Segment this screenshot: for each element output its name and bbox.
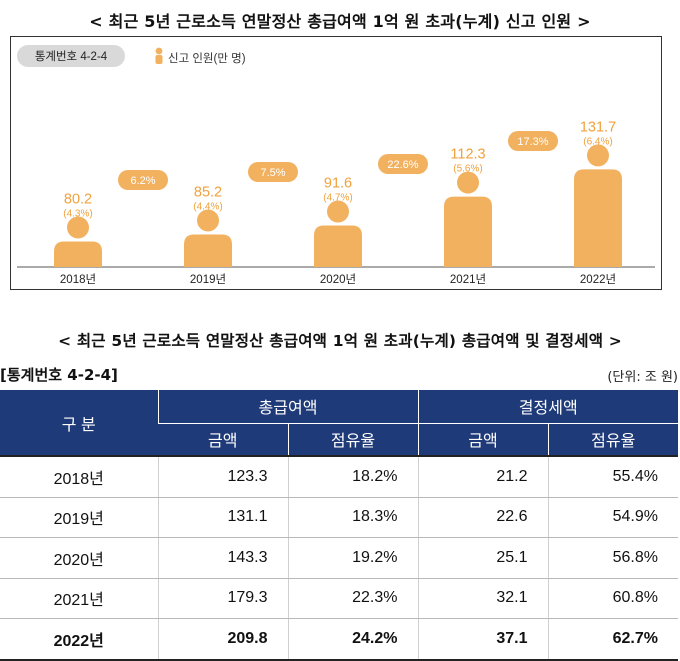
cell: 209.8 [157,618,288,661]
cell: 56.8% [547,537,678,579]
growth-label: 17.3% [517,136,548,148]
chart-panel: 통계번호 4-2-4 신고 인원(만 명) 80.2 (4.3%) 2018년 85.… [10,36,662,290]
growth-label: 22.6% [387,159,418,171]
share-label: (4.7%) [323,193,352,204]
cell-year: 2022년 [0,618,158,661]
legend-person-body [155,55,163,64]
bar-head-icon [67,216,89,239]
cell: 21.2 [417,455,548,498]
cell: 37.1 [417,618,548,661]
cell: 62.7% [547,618,678,661]
cell: 25.1 [417,537,548,579]
cell: 54.9% [547,497,678,538]
cell-year: 2020년 [0,537,158,579]
cell: 32.1 [417,578,548,619]
x-tick-label: 2021년 [450,273,486,286]
cell: 22.6 [417,497,548,538]
legend: 신고 인원(만 명) [155,47,246,65]
bar [574,169,622,267]
cell-year: 2019년 [0,497,158,538]
x-tick-label: 2022년 [580,273,616,286]
growth-label: 7.5% [260,167,285,179]
cell: 18.3% [287,497,418,538]
bar-head-icon [587,144,609,167]
value-label: 131.7 [580,119,616,135]
x-tick-label: 2020년 [320,273,356,286]
header-total-pay: 총급여액 [157,390,418,424]
bar-head-icon [197,209,219,232]
data-table: 구 분 총급여액 결정세액 금액 점유율 금액 점유율 2018년 123.3 … [0,390,678,661]
cell: 18.2% [287,455,418,498]
cell: 60.8% [547,578,678,619]
cell-year: 2021년 [0,578,158,619]
share-label: (4.4%) [193,202,222,213]
stat-code-pill [17,45,125,67]
cell: 22.3% [287,578,418,619]
subheader-amount: 금액 [417,423,548,457]
table-row: 2018년 123.3 18.2% 21.2 55.4% [0,455,678,498]
header-tax: 결정세액 [417,390,678,424]
cell-year: 2018년 [0,455,158,498]
bar [54,241,102,267]
stat-code-label: 통계번호 4-2-4 [35,50,108,63]
cell: 19.2% [287,537,418,579]
cell: 143.3 [157,537,288,579]
cell: 123.3 [157,455,288,498]
unit-label: (단위: 조 원) [607,370,678,385]
bar-head-icon [327,200,349,223]
cell: 55.4% [547,455,678,498]
table-stat-code: [통계번호 4-2-4] [0,366,118,384]
header-group: 구 분 [0,390,158,457]
bar-head-icon [457,171,479,194]
subheader-share: 점유율 [547,423,678,457]
legend-label: 신고 인원(만 명) [168,51,246,65]
table-row: 2021년 179.3 22.3% 32.1 60.8% [0,578,678,619]
cell: 24.2% [287,618,418,661]
bar [444,196,492,267]
growth-pill [248,162,298,182]
table-title: < 최근 5년 근로소득 연말정산 총급여액 1억 원 초과(누계) 총급여액 … [58,332,622,350]
growth-pill [118,170,168,190]
table-row: 2020년 143.3 19.2% 25.1 56.8% [0,537,678,579]
share-label: (5.6%) [453,164,482,175]
growth-pill [378,154,428,174]
table-row: 2019년 131.1 18.3% 22.6 54.9% [0,497,678,538]
bar [184,234,232,267]
value-label: 91.6 [324,176,352,192]
x-tick-label: 2018년 [60,273,96,286]
legend-person-icon [155,47,163,55]
subheader-amount: 금액 [158,423,288,457]
share-label: (4.3%) [63,209,92,220]
value-label: 85.2 [194,185,222,201]
bar-chart: 통계번호 4-2-4 신고 인원(만 명) 80.2(4.3%) 2018년 85.… [17,45,655,286]
subheader-share: 점유율 [287,423,418,457]
chart-title: < 최근 5년 근로소득 연말정산 총급여액 1억 원 초과(누계) 신고 인원… [89,12,591,31]
bar [314,225,362,267]
cell: 179.3 [157,578,288,619]
table-row: 2022년 209.8 24.2% 37.1 62.7% [0,618,678,661]
growth-pill [508,131,558,151]
value-label: 112.3 [450,147,485,163]
cell: 131.1 [157,497,288,538]
value-label: 80.2 [64,192,92,208]
x-tick-label: 2019년 [190,273,226,286]
share-label: (6.4%) [583,136,612,147]
growth-label: 6.2% [130,175,155,187]
